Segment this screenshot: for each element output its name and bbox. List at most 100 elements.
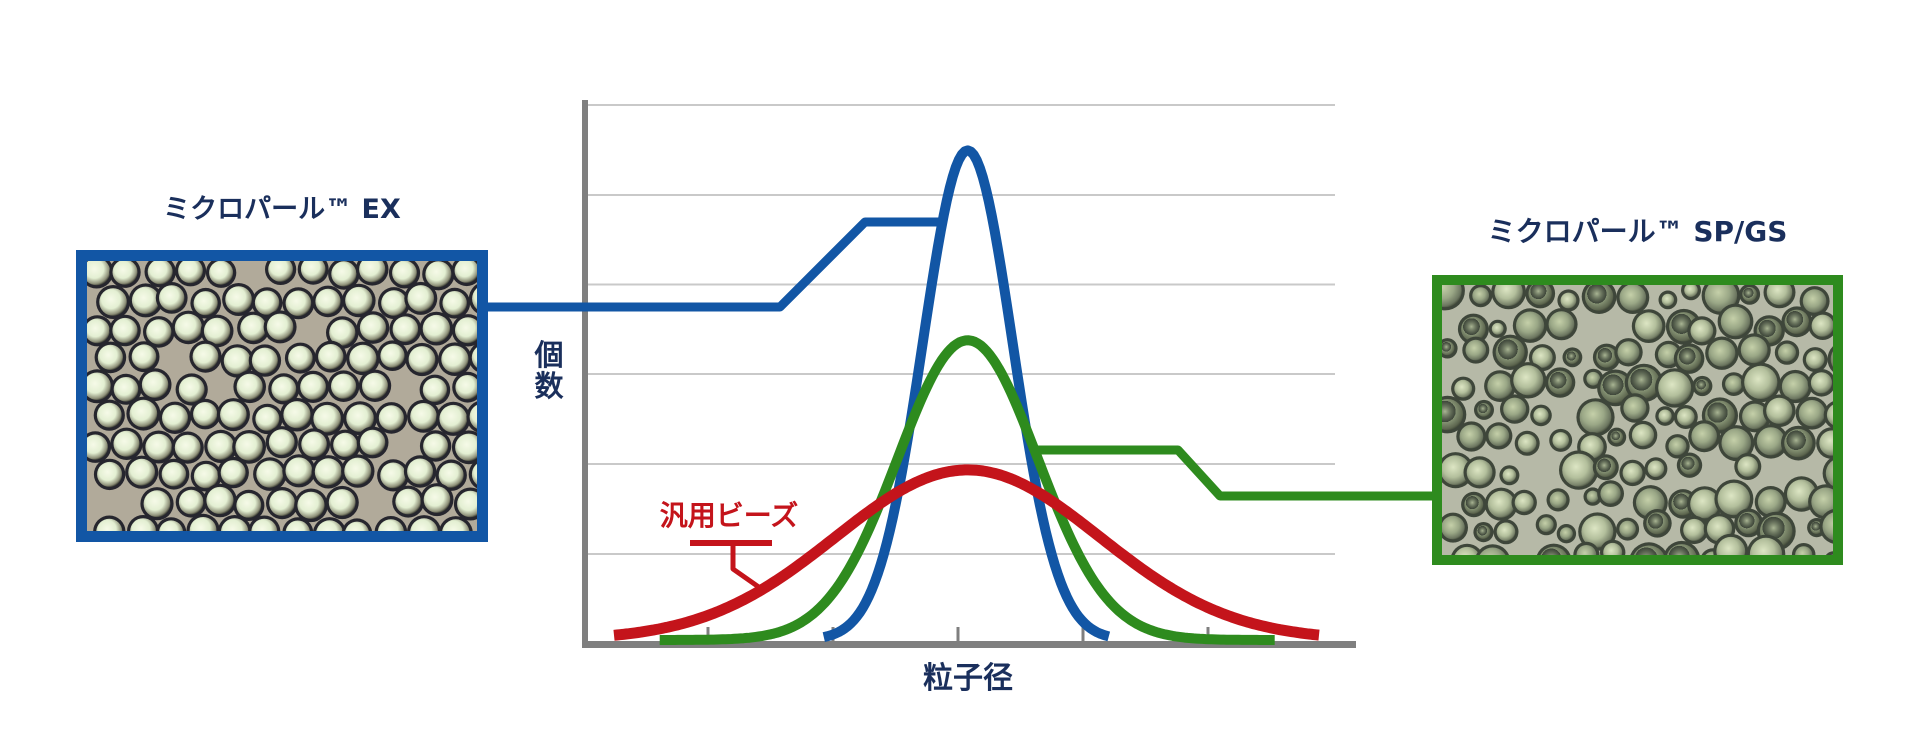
bead-core (438, 462, 464, 488)
bead-core (112, 261, 138, 285)
bead-core (1596, 457, 1616, 478)
bead-core (471, 347, 477, 368)
bead-core (1646, 512, 1669, 535)
bead-core (1464, 495, 1484, 514)
bead-core (87, 261, 111, 286)
bead-core (266, 313, 294, 341)
bead-core (221, 518, 249, 531)
bead-core (113, 377, 139, 402)
bead-core (1517, 434, 1537, 453)
bead-core (1466, 459, 1493, 486)
bead-core (1781, 373, 1809, 400)
bead-core (1631, 424, 1655, 447)
bead-core (131, 286, 160, 315)
bead-core (225, 286, 252, 313)
bead-core (455, 375, 477, 400)
bead-core (378, 405, 404, 431)
bead-core (1708, 339, 1736, 367)
bead-core (469, 404, 477, 429)
bead-core (423, 433, 449, 459)
bead-core (1725, 375, 1743, 393)
connector-ex (488, 217, 944, 312)
bead-core (1680, 455, 1699, 475)
bead-core (1795, 546, 1813, 555)
bead-core (1717, 482, 1751, 516)
bead-core (1677, 408, 1695, 426)
bead-core (161, 462, 187, 487)
bead (1825, 551, 1833, 555)
bead-core (1548, 311, 1575, 338)
bead-core (472, 288, 477, 310)
bead-core (1805, 350, 1825, 369)
bead-core (97, 344, 123, 370)
bead-core (235, 433, 263, 461)
bead-core (1454, 546, 1480, 555)
y-axis-label: 個数 (534, 338, 564, 403)
bead-core (1826, 404, 1833, 426)
bead-core (87, 318, 110, 344)
bead-core (113, 430, 140, 457)
bead-core (380, 462, 407, 489)
distribution-chart (488, 100, 1432, 648)
bead-core (442, 519, 470, 531)
bead-core (254, 290, 280, 315)
bead-core (271, 376, 297, 402)
series-curve-generic (611, 464, 1322, 641)
bead-core (1627, 366, 1660, 399)
bead-core (1528, 285, 1552, 306)
bead-core (1778, 343, 1796, 362)
bead-core (1548, 370, 1573, 395)
bead-core (1691, 423, 1717, 450)
left-micrograph-beads (87, 261, 477, 531)
bead (1827, 346, 1833, 372)
bead-core (1690, 489, 1720, 519)
bead-core (1810, 372, 1833, 394)
bead-core (268, 261, 293, 282)
bead-core (1683, 518, 1706, 541)
bead-core (178, 261, 203, 284)
bead-core (285, 290, 312, 317)
bead-core (220, 460, 246, 486)
bead-core (207, 433, 235, 460)
bead-core (209, 261, 234, 285)
bead-core (345, 286, 373, 315)
bead-core (236, 373, 263, 400)
bead-core (359, 314, 387, 341)
bead-core (1487, 490, 1515, 518)
bead-core (1658, 409, 1672, 423)
bead-core (1720, 306, 1751, 337)
bead-core (1784, 428, 1813, 458)
bead-core (1757, 489, 1784, 515)
bead-core (96, 402, 122, 428)
bead-core (346, 404, 374, 433)
bead-core (1459, 424, 1484, 449)
bead-core (1586, 490, 1599, 503)
bead-core (1677, 346, 1702, 371)
bead-core (189, 517, 217, 531)
generic-beads-leader (730, 543, 765, 593)
series-curve-ex (821, 145, 1111, 642)
bead-core (203, 317, 231, 345)
bead-core (174, 313, 202, 341)
bead-core (362, 372, 388, 399)
bead-core (314, 458, 342, 486)
bead-core (422, 377, 447, 402)
bead-core (1559, 527, 1573, 541)
bead-core (359, 261, 386, 283)
bead-core (1661, 293, 1675, 307)
bead-core (1784, 309, 1810, 334)
bead-core (1600, 372, 1631, 404)
bead-core (1576, 545, 1597, 555)
bead-core (1842, 313, 1864, 335)
bead-core (1633, 545, 1665, 555)
bead-core (422, 314, 451, 343)
bead-core (1476, 525, 1491, 539)
bead-core (381, 290, 407, 316)
bead-core (315, 288, 341, 314)
bead-core (1494, 285, 1523, 307)
bead-core (333, 432, 358, 457)
bead-core (1668, 437, 1687, 456)
bead-core (1610, 430, 1623, 444)
bead-core (1584, 285, 1614, 311)
